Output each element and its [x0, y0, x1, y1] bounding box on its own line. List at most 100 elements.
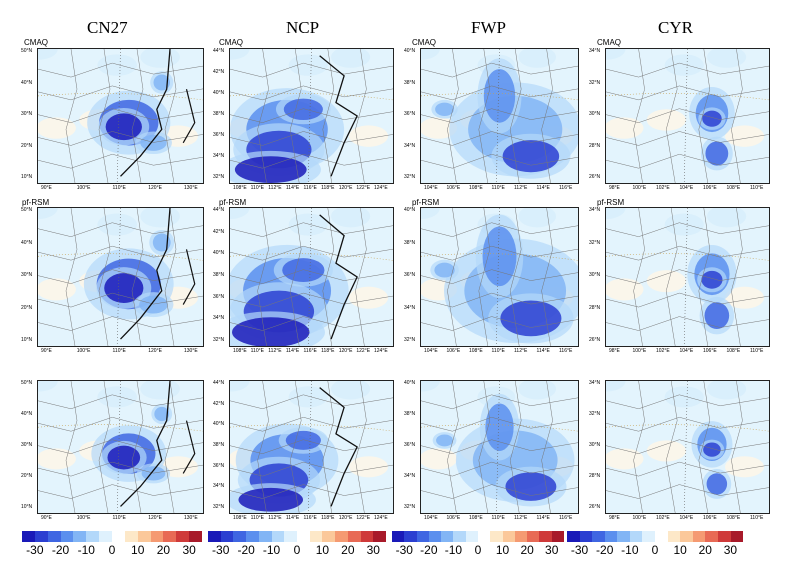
lat-tick: 32°N — [213, 337, 225, 343]
colorbar-swatch — [335, 531, 348, 542]
map-field-ncp-cmaq — [230, 49, 393, 183]
colorbar-swatch — [477, 531, 491, 542]
colorbar-4 — [567, 531, 744, 542]
lon-tick: 108°E — [726, 348, 741, 354]
lat-tick: 50°N — [21, 48, 33, 54]
colorbar-3 — [392, 531, 564, 542]
map-panel-cn27-cmaq — [37, 48, 204, 184]
lon-tick: 120°E — [338, 348, 353, 354]
lat-tick: 26°N — [589, 174, 601, 180]
colorbar-swatch — [441, 531, 454, 542]
map-panel-ncp-pfrsm — [229, 207, 394, 347]
lat-tick: 38°N — [404, 239, 416, 246]
lat-tick: 36°N — [213, 293, 225, 300]
lat-tick: 32°N — [404, 504, 416, 510]
lon-tick: 102°E — [656, 348, 670, 354]
colorbar-swatch — [360, 531, 374, 542]
lon-tick: 112°E — [268, 515, 282, 521]
colorbar-swatch — [163, 531, 177, 542]
lon-tick: 104°E — [424, 515, 438, 521]
lat-tick: 20°N — [21, 473, 33, 479]
lon-tick: 116°E — [303, 185, 317, 191]
colorbar-swatch — [233, 531, 247, 542]
map-panel-fwp-pfrsm — [420, 207, 579, 347]
lat-tick: 10°N — [21, 504, 33, 510]
lat-tick: 34°N — [589, 207, 601, 213]
colorbar-swatch — [322, 531, 336, 542]
lon-tick: 110°E — [491, 515, 505, 521]
colorbar-swatch — [592, 531, 605, 542]
colorbar-2 — [208, 531, 387, 542]
lat-tick: 38°N — [213, 442, 225, 448]
lat-tick: 30°N — [589, 272, 601, 278]
lon-tick: 106°E — [446, 515, 461, 521]
colorbar-swatch — [465, 531, 478, 542]
lon-tick: 112°E — [268, 185, 282, 191]
lat-tick: 40°N — [404, 380, 416, 386]
lat-tick: 40°N — [21, 411, 33, 417]
colorbar-swatch — [453, 531, 466, 542]
map-panel-fwp-cmaq — [420, 48, 579, 184]
colorbar-swatch — [284, 531, 298, 542]
colorbar-swatch — [629, 531, 643, 542]
lon-tick: 110°E — [750, 185, 764, 191]
colorbar-swatch — [551, 531, 564, 542]
lon-tick: 110°E — [491, 348, 505, 354]
colorbar-swatch — [392, 531, 405, 542]
lon-tick: 104°E — [679, 348, 694, 354]
lon-tick: 110°E — [112, 348, 126, 354]
colorbar-swatch — [47, 531, 61, 542]
lon-tick: 122°E — [356, 348, 371, 354]
lat-tick: 34°N — [404, 304, 416, 311]
lon-tick: 108°E — [726, 515, 741, 521]
lon-tick: 122°E — [356, 515, 371, 521]
lat-tick: 36°N — [213, 132, 225, 138]
lat-tick: 20°N — [21, 304, 33, 311]
row-label-pfrsm-4: pf-RSM — [597, 198, 625, 207]
lon-tick: 106°E — [703, 185, 717, 191]
col-header-cyr: CYR — [658, 18, 693, 37]
lon-tick: 106°E — [703, 515, 717, 521]
lat-tick: 28°N — [589, 304, 601, 311]
map-field-ncp-diff — [230, 381, 393, 513]
lon-tick: 120°E — [148, 185, 162, 191]
map-field-fwp-cmaq — [421, 49, 578, 183]
lat-tick: 34°N — [589, 380, 601, 386]
colorbar-swatch — [705, 531, 718, 542]
map-panel-cyr-pfrsm — [605, 207, 770, 347]
col-header-fwp: FWP — [471, 18, 506, 37]
lon-tick: 100°E — [76, 185, 91, 191]
lon-tick: 112°E — [514, 185, 528, 191]
lat-tick: 40°N — [404, 48, 416, 54]
colorbar-label: -20 — [237, 543, 255, 557]
lon-tick: 114°E — [285, 348, 300, 354]
lon-tick: 100°E — [76, 515, 91, 521]
colorbar-label: -10 — [262, 543, 281, 557]
lat-tick: 32°N — [213, 504, 225, 510]
lat-tick: 40°N — [21, 79, 33, 86]
lat-tick: 32°N — [589, 239, 601, 246]
colorbar-label: 10 — [131, 543, 145, 557]
row-label-cmaq-2: CMAQ — [219, 38, 243, 47]
colorbar-label: 30 — [366, 543, 380, 557]
lon-tick: 108°E — [233, 185, 247, 191]
colorbar-swatch — [527, 531, 540, 542]
col-header-cn27: CN27 — [87, 18, 128, 37]
colorbar-swatch — [150, 531, 164, 542]
colorbar-swatch — [617, 531, 630, 542]
lon-tick: 120°E — [148, 348, 162, 354]
lon-tick: 112°E — [514, 348, 528, 354]
colorbar-swatch — [73, 531, 87, 542]
lon-tick: 120°E — [338, 185, 353, 191]
map-field-fwp-diff — [421, 381, 578, 513]
lon-tick: 124°E — [374, 515, 388, 521]
lon-tick: 108°E — [469, 185, 483, 191]
colorbar-swatch — [309, 531, 323, 542]
map-panel-cyr-cmaq — [605, 48, 770, 184]
map-field-cn27-pfrsm — [38, 208, 203, 346]
colorbar-swatch — [137, 531, 151, 542]
lat-tick: 50°N — [21, 380, 33, 386]
lon-tick: 104°E — [679, 185, 694, 191]
lon-tick: 114°E — [536, 515, 550, 521]
colorbar-label: 0 — [651, 543, 659, 557]
